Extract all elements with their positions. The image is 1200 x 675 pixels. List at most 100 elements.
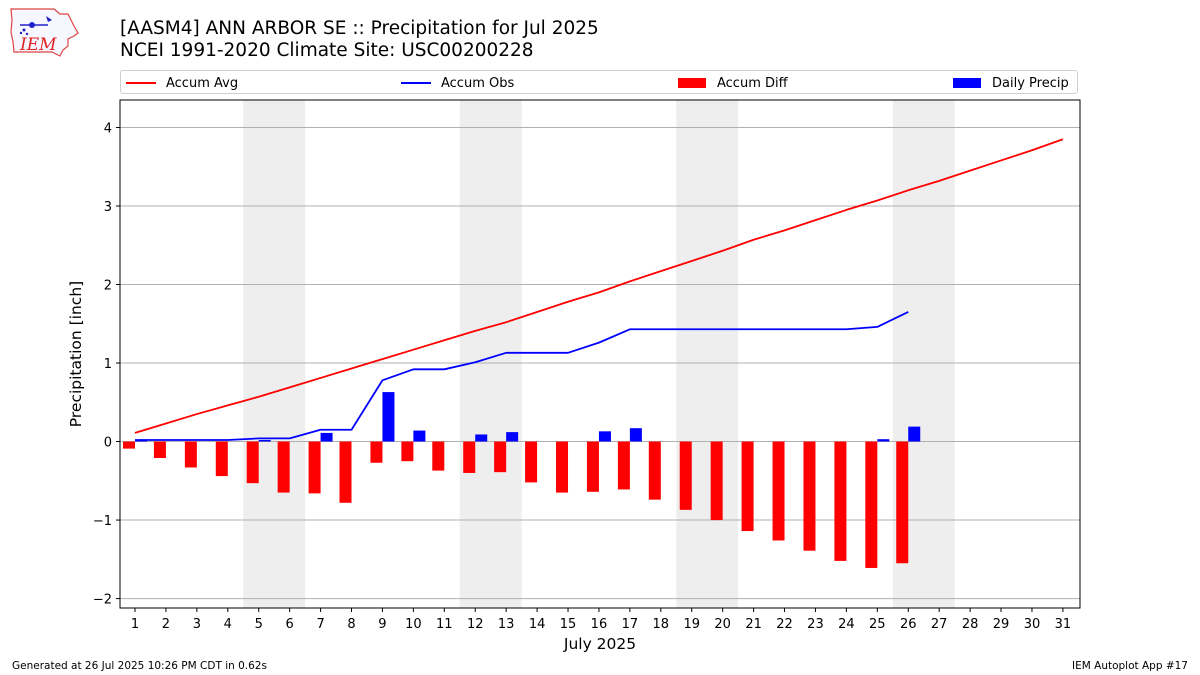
accum-obs-line	[135, 311, 909, 441]
accum-diff-bar	[277, 441, 290, 493]
accum-diff-bar	[339, 441, 352, 503]
x-tick-label: 24	[838, 617, 855, 632]
x-tick-label: 16	[591, 617, 608, 632]
x-tick-label: 30	[1024, 617, 1041, 632]
y-tick-label: −2	[93, 593, 112, 608]
legend-label-accum-obs: Accum Obs	[441, 75, 515, 91]
legend-swatch-accum-avg	[126, 82, 156, 84]
daily-precip-bar	[382, 392, 395, 442]
y-tick-label: 3	[104, 200, 112, 215]
legend-swatch-accum-obs	[401, 82, 431, 84]
x-tick-label: 22	[776, 617, 793, 632]
x-tick-label: 20	[714, 617, 731, 632]
accum-diff-bar	[772, 441, 785, 541]
accum-diff-bar	[184, 441, 197, 468]
accum-diff-bar	[494, 441, 507, 473]
x-tick-label: 29	[993, 617, 1010, 632]
legend-swatch-daily-precip	[953, 78, 981, 88]
accum-diff-bar	[556, 441, 569, 493]
x-tick-label: 6	[286, 617, 294, 632]
x-tick-label: 21	[745, 617, 762, 632]
accum-diff-bar	[215, 441, 228, 477]
x-tick-label: 15	[560, 617, 577, 632]
x-tick-label: 14	[529, 617, 546, 632]
x-tick-label: 27	[931, 617, 948, 632]
accum-diff-bar	[648, 441, 661, 500]
legend-item-accum-obs: Accum Obs	[401, 74, 514, 92]
legend-label-accum-diff: Accum Diff	[717, 75, 788, 91]
daily-precip-bar	[413, 430, 426, 442]
x-tick-label: 18	[653, 617, 670, 632]
weekend-shade	[243, 100, 306, 608]
y-tick-label: 4	[104, 121, 112, 136]
accum-diff-bar	[463, 441, 476, 473]
x-tick-label: 26	[900, 617, 917, 632]
x-tick-label: 11	[436, 617, 453, 632]
legend-label-accum-avg: Accum Avg	[166, 75, 239, 91]
x-tick-label: 31	[1055, 617, 1072, 632]
weekend-shade	[459, 100, 522, 608]
x-tick-label: 12	[467, 617, 484, 632]
y-tick-label: 0	[104, 436, 112, 451]
daily-precip-bar	[908, 426, 921, 442]
accum-diff-bar	[432, 441, 445, 471]
iem-logo-text: IEM	[19, 35, 57, 55]
x-tick-label: 25	[869, 617, 886, 632]
accum-diff-bar	[710, 441, 723, 521]
accum-diff-bar	[834, 441, 847, 561]
accum-diff-bar	[525, 441, 538, 483]
weekend-shade	[676, 100, 739, 608]
x-tick-label: 2	[162, 617, 170, 632]
legend-swatch-accum-diff	[678, 78, 706, 88]
plot-frame	[119, 99, 1081, 609]
legend-label-daily-precip: Daily Precip	[992, 75, 1069, 91]
chart-legend: Accum Avg Accum Obs Accum Diff Daily Pre…	[120, 70, 1078, 94]
chart-title: [AASM4] ANN ARBOR SE :: Precipitation fo…	[120, 18, 599, 39]
accum-diff-bar	[896, 441, 909, 564]
accum-diff-bar	[617, 441, 630, 490]
legend-item-accum-avg: Accum Avg	[126, 74, 238, 92]
daily-precip-bar	[506, 432, 519, 442]
x-tick-label: 17	[622, 617, 639, 632]
x-tick-label: 3	[193, 617, 201, 632]
daily-precip-bar	[258, 439, 271, 442]
accum-diff-bar	[741, 441, 754, 532]
accum-diff-bar	[123, 441, 135, 449]
x-tick-label: 5	[255, 617, 263, 632]
x-axis-label: July 2025	[563, 635, 636, 653]
accum-diff-bar	[308, 441, 321, 494]
daily-precip-bar	[598, 431, 611, 442]
accum-diff-bar	[803, 441, 816, 551]
accum-diff-bar	[246, 441, 259, 484]
autoplot-app-label: IEM Autoplot App #17	[1072, 660, 1188, 672]
daily-precip-bar	[475, 434, 488, 442]
accum-diff-bar	[586, 441, 599, 492]
legend-item-accum-diff: Accum Diff	[678, 74, 788, 92]
x-tick-label: 28	[962, 617, 979, 632]
y-axis-label: Precipitation [inch]	[67, 281, 85, 427]
x-tick-label: 8	[347, 617, 355, 632]
x-tick-label: 23	[807, 617, 824, 632]
legend-item-daily-precip: Daily Precip	[953, 74, 1069, 92]
x-tick-label: 1	[131, 617, 139, 632]
accum-avg-line	[134, 138, 1064, 434]
iem-logo: IEM	[10, 8, 79, 57]
x-tick-label: 19	[683, 617, 700, 632]
x-tick-label: 4	[224, 617, 232, 632]
x-tick-label: 7	[316, 617, 324, 632]
y-tick-label: 1	[104, 357, 112, 372]
y-tick-label: −1	[93, 514, 112, 529]
accum-diff-bar	[401, 441, 414, 462]
daily-precip-bar	[877, 439, 890, 442]
x-tick-label: 9	[378, 617, 386, 632]
accum-diff-bar	[370, 441, 383, 463]
accum-diff-bar	[679, 441, 692, 510]
x-tick-label: 13	[498, 617, 515, 632]
generated-timestamp: Generated at 26 Jul 2025 10:26 PM CDT in…	[12, 660, 267, 672]
chart-subtitle: NCEI 1991-2020 Climate Site: USC00200228	[120, 40, 534, 61]
y-tick-label: 2	[104, 279, 112, 294]
daily-precip-bar	[320, 432, 333, 442]
accum-diff-bar	[865, 441, 878, 568]
x-tick-label: 10	[405, 617, 422, 632]
